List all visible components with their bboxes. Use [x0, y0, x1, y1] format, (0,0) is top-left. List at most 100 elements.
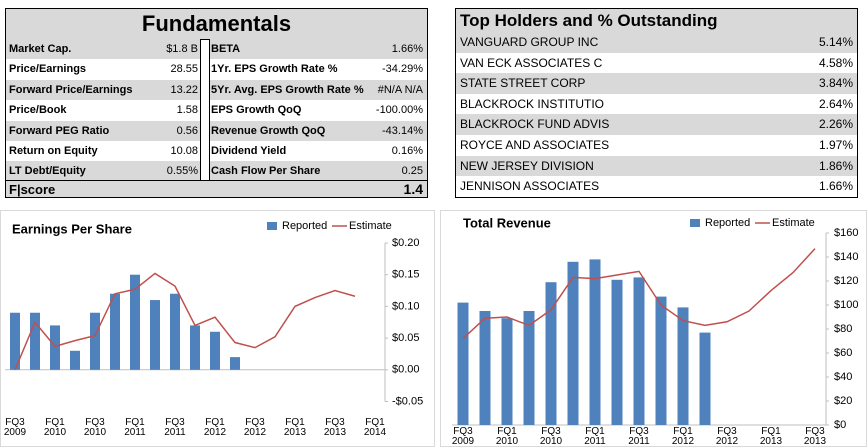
bar — [633, 277, 645, 425]
bar — [589, 259, 601, 425]
y-tick-label: $40 — [834, 371, 852, 383]
bar — [190, 325, 200, 370]
metric-value: 0.16% — [391, 145, 423, 157]
bar — [479, 311, 491, 425]
bar — [457, 302, 469, 425]
x-tick-label: FQ3 2012 — [715, 426, 739, 447]
bar — [90, 312, 100, 370]
row-band — [456, 32, 857, 53]
legend-swatch — [690, 219, 700, 227]
separator — [200, 39, 210, 181]
metric-value: $1.8 B — [166, 43, 198, 55]
row-band — [6, 79, 200, 101]
metric-label: Dividend Yield — [211, 145, 287, 157]
x-tick-label: FQ1 2013 — [283, 417, 307, 438]
table-title: Top Holders and % Outstanding — [456, 9, 857, 33]
holder-pct: 5.14% — [818, 35, 853, 49]
x-tick-label: FQ3 2009 — [451, 426, 475, 447]
score-band — [6, 180, 427, 197]
score-label: F|score — [9, 182, 56, 197]
metric-label: 5Yr. Avg. EPS Growth Rate % — [211, 83, 364, 96]
bar — [10, 312, 20, 370]
bar — [567, 261, 579, 425]
bar — [545, 282, 557, 425]
metric-label: EPS Growth QoQ — [211, 104, 302, 117]
holder-pct: 2.26% — [818, 117, 853, 132]
metric-value: 0.55% — [166, 165, 198, 178]
x-tick-label: FQ1 2010 — [43, 417, 67, 438]
bar — [210, 331, 220, 370]
x-tick-label: FQ1 2010 — [495, 426, 519, 447]
holder-name: STATE STREET CORP — [460, 76, 586, 91]
holder-name: VAN ECK ASSOCIATES C — [460, 55, 603, 70]
row-band — [209, 120, 427, 141]
x-tick-label: FQ3 2011 — [164, 417, 186, 438]
eps-chart: Earnings Per Share $0.20 $0.15 $0.10 $0.05 $0… — [0, 210, 435, 447]
x-tick-label: FQ1 2011 — [124, 417, 146, 438]
metric-value: #N/A N/A — [377, 83, 423, 96]
holder-name: ROYCE AND ASSOCIATES — [460, 138, 610, 152]
metric-label: Forward PEG Ratio — [9, 124, 110, 137]
y-tick-label: $0.05 — [392, 332, 420, 344]
x-tick-label: FQ3 2010 — [539, 426, 563, 447]
bar — [501, 318, 513, 425]
x-tick-label: FQ3 2011 — [628, 426, 650, 447]
bar — [30, 312, 40, 370]
bar — [230, 357, 240, 370]
metric-value: 10.08 — [170, 145, 198, 157]
legend-label: Estimate — [349, 220, 392, 232]
holder-pct: 1.86% — [818, 158, 853, 173]
row-band — [6, 39, 200, 60]
y-tick-label: -$0.05 — [392, 395, 423, 407]
holder-pct: 2.64% — [818, 96, 853, 111]
chart-frame — [0, 210, 435, 447]
metric-label: Cash Flow Per Share — [211, 165, 321, 178]
metric-value: 13.22 — [170, 83, 198, 96]
holder-pct: 3.84% — [818, 76, 853, 91]
x-tick-label: FQ1 2011 — [584, 426, 606, 447]
chart-title: Total Revenue — [463, 215, 551, 230]
holder-name: NEW JERSEY DIVISION — [460, 158, 594, 173]
estimate-line — [462, 248, 816, 340]
row-band — [209, 161, 427, 182]
y-tick-label: $160 — [834, 227, 858, 239]
holder-name: BLACKROCK INSTITUTIO — [460, 96, 605, 111]
x-tick-label: FQ1 2012 — [203, 417, 227, 438]
bar — [130, 274, 140, 370]
y-tick-label: $20 — [834, 395, 852, 407]
y-tick-label: $0 — [834, 419, 846, 431]
legend-label: Reported — [705, 217, 750, 229]
metric-value: 1.66% — [391, 43, 423, 55]
bar — [50, 325, 60, 370]
y-tick-label: $0.15 — [392, 269, 420, 281]
metric-value: -34.29% — [382, 63, 423, 76]
y-tick-label: $0.20 — [392, 237, 420, 249]
revenue-chart: Total Revenue $160 $140 $120 $100 $80 $60 $40 $2… — [440, 210, 867, 447]
y-tick-label: $140 — [834, 251, 858, 263]
holder-pct: 1.97% — [818, 138, 853, 152]
row-band — [209, 39, 427, 60]
metric-label: Market Cap. — [9, 43, 72, 55]
row-band — [209, 79, 427, 101]
score-value: 1.4 — [403, 181, 423, 197]
x-tick-label: FQ1 2013 — [759, 426, 783, 447]
metric-label: Return on Equity — [9, 145, 98, 157]
x-tick-label: FQ3 2012 — [243, 417, 267, 438]
metric-label: LT Debt/Equity — [9, 165, 86, 178]
y-tick-label: $80 — [834, 323, 852, 335]
x-tick-label: FQ3 2009 — [3, 417, 27, 438]
metric-label: Price/Book — [9, 104, 67, 117]
metric-value: 0.56 — [176, 124, 198, 137]
x-tick-label: FQ3 2013 — [323, 417, 347, 438]
y-tick-label: $0.10 — [392, 300, 420, 312]
holder-pct: 4.58% — [818, 55, 853, 70]
row-band — [6, 120, 200, 141]
table-title: Fundamentals — [6, 9, 427, 40]
metric-value: -100.00% — [375, 104, 423, 117]
holder-pct: 1.66% — [818, 179, 853, 194]
bar — [170, 293, 180, 370]
holders-table: Top Holders and % Outstanding VANGUARD G… — [455, 8, 858, 198]
fundamentals-table: Fundamentals Market Cap. $1.8 B BETA 1.66% P… — [5, 8, 428, 198]
bar — [655, 296, 667, 425]
metric-label: BETA — [211, 43, 241, 55]
